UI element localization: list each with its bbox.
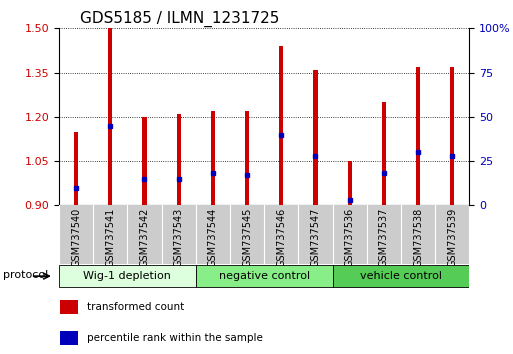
Text: GSM737536: GSM737536 (345, 208, 354, 267)
Text: protocol: protocol (3, 270, 48, 280)
Text: GSM737542: GSM737542 (140, 208, 149, 267)
Text: GSM737543: GSM737543 (174, 208, 184, 267)
Bar (108, 28, 112, 205)
Text: Wig-1 depletion: Wig-1 depletion (84, 270, 171, 281)
Bar (61, 331, 78, 345)
Text: GSM737546: GSM737546 (277, 208, 286, 267)
Text: GSM737540: GSM737540 (71, 208, 81, 267)
Bar (176, 114, 181, 205)
Text: GSM737537: GSM737537 (379, 208, 389, 267)
Bar (61, 301, 78, 314)
Text: GSM737547: GSM737547 (310, 208, 321, 267)
FancyBboxPatch shape (59, 266, 196, 287)
Bar (74, 132, 78, 205)
Text: transformed count: transformed count (87, 302, 185, 313)
Bar (279, 46, 283, 205)
Text: GSM737544: GSM737544 (208, 208, 218, 267)
Text: GSM737539: GSM737539 (447, 208, 457, 267)
Bar (245, 111, 249, 205)
Bar (143, 117, 147, 205)
Text: negative control: negative control (219, 270, 310, 281)
Bar (416, 67, 420, 205)
Bar (450, 67, 455, 205)
Text: vehicle control: vehicle control (360, 270, 442, 281)
Bar (313, 70, 318, 205)
Bar (348, 161, 352, 205)
Text: percentile rank within the sample: percentile rank within the sample (87, 333, 263, 343)
Text: GSM737545: GSM737545 (242, 208, 252, 267)
Bar (211, 111, 215, 205)
FancyBboxPatch shape (332, 266, 469, 287)
Text: GSM737541: GSM737541 (105, 208, 115, 267)
Text: GSM737538: GSM737538 (413, 208, 423, 267)
FancyBboxPatch shape (196, 266, 332, 287)
Text: GDS5185 / ILMN_1231725: GDS5185 / ILMN_1231725 (80, 11, 279, 27)
Bar (382, 102, 386, 205)
